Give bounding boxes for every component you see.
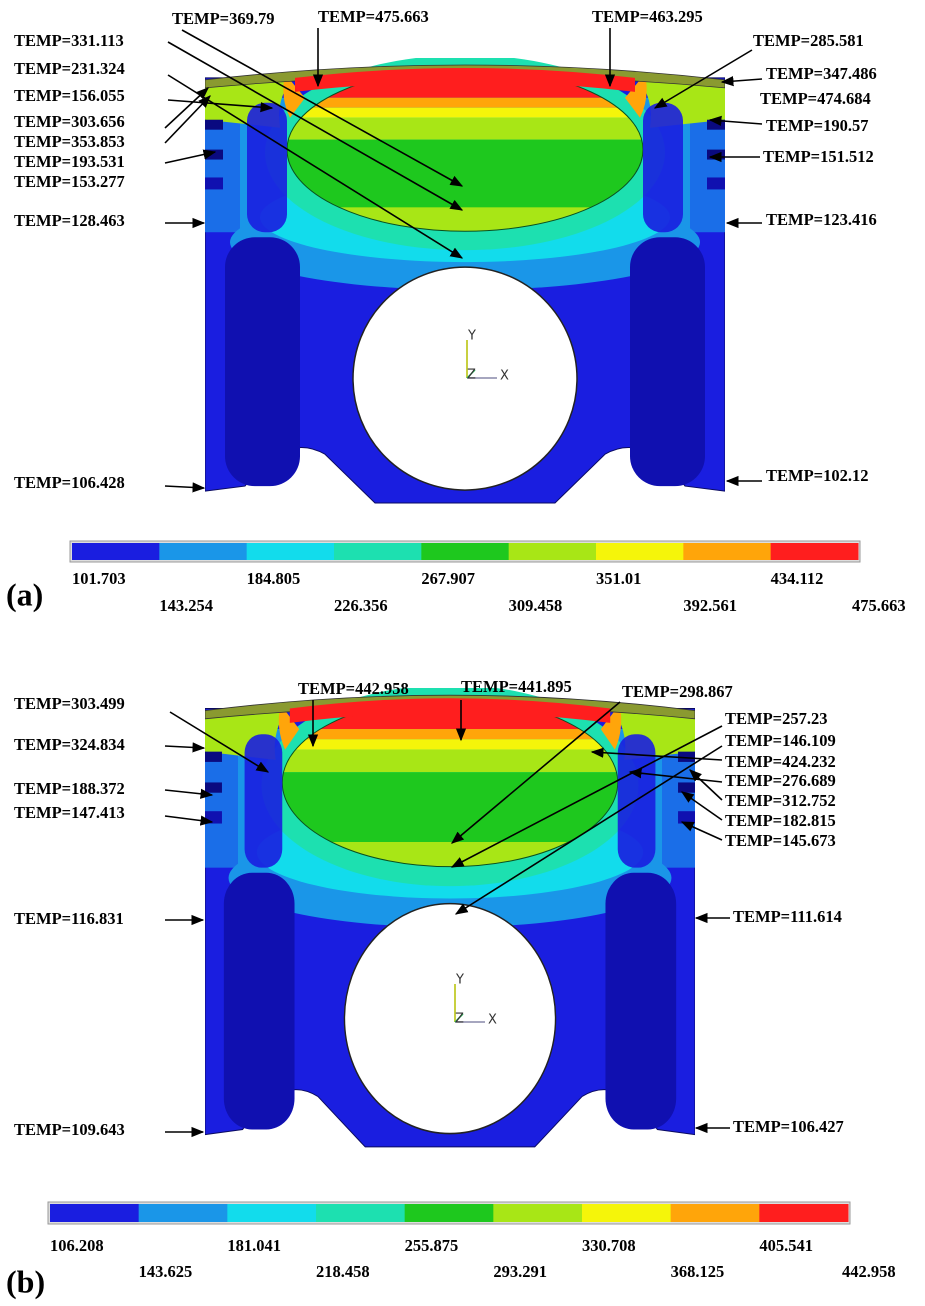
colorbar-swatch bbox=[227, 1204, 316, 1222]
annotation-label: TEMP=182.815 bbox=[725, 811, 836, 830]
annotation-label: TEMP=109.643 bbox=[14, 1120, 125, 1139]
colorbar-swatch bbox=[334, 543, 422, 560]
colorbar-swatch bbox=[159, 543, 247, 560]
annotation-label: TEMP=193.531 bbox=[14, 152, 125, 171]
colorbar-swatch bbox=[493, 1204, 582, 1222]
colorbar-tick-label: 181.041 bbox=[227, 1236, 281, 1255]
annotation-label: TEMP=188.372 bbox=[14, 779, 125, 798]
colorbar-swatch bbox=[596, 543, 684, 560]
annotation-label: TEMP=231.324 bbox=[14, 59, 125, 78]
colorbar-swatch bbox=[247, 543, 335, 560]
colorbar-tick-label: 405.541 bbox=[759, 1236, 813, 1255]
panel: Y Z X TEMP=442.958 TEMP=441.895 TEMP=298.867 T… bbox=[6, 677, 896, 1300]
annotation-label: TEMP=257.23 bbox=[725, 709, 827, 728]
annotation-label: TEMP=190.57 bbox=[766, 116, 868, 135]
colorbar-tick-label: 226.356 bbox=[334, 596, 388, 615]
annotation-label: TEMP=145.673 bbox=[725, 831, 836, 850]
colorbar-tick-label: 255.875 bbox=[405, 1236, 459, 1255]
annotation-label: TEMP=303.656 bbox=[14, 112, 125, 131]
piston-model bbox=[205, 55, 725, 503]
annotation-label: TEMP=424.232 bbox=[725, 752, 836, 771]
annotation-arrow bbox=[165, 96, 210, 143]
annotation-arrow bbox=[165, 790, 212, 795]
annotation-label: TEMP=156.055 bbox=[14, 86, 125, 105]
colorbar-tick-label: 293.291 bbox=[493, 1262, 547, 1281]
annotation-label: TEMP=116.831 bbox=[14, 909, 124, 928]
colorbar-swatch bbox=[405, 1204, 494, 1222]
annotation-label: TEMP=128.463 bbox=[14, 211, 125, 230]
panel-label: (b) bbox=[6, 1263, 45, 1299]
colorbar-swatch bbox=[50, 1204, 139, 1222]
colorbar-tick-label: 309.458 bbox=[509, 596, 563, 615]
annotation-label: TEMP=312.752 bbox=[725, 791, 836, 810]
annotation-label: TEMP=298.867 bbox=[622, 682, 733, 701]
panel-label: (a) bbox=[6, 576, 43, 612]
annotation-label: TEMP=353.853 bbox=[14, 132, 125, 151]
colorbar-tick-label: 392.561 bbox=[683, 596, 737, 615]
annotation-label: TEMP=151.512 bbox=[763, 147, 874, 166]
colorbar-tick-label: 442.958 bbox=[842, 1262, 896, 1281]
annotation-label: TEMP=285.581 bbox=[753, 31, 864, 50]
colorbar-swatch bbox=[139, 1204, 228, 1222]
annotation-label: TEMP=369.79 bbox=[172, 9, 274, 28]
annotation-arrow bbox=[722, 79, 762, 82]
colorbar-swatch bbox=[683, 543, 771, 560]
annotation-label: TEMP=146.109 bbox=[725, 731, 836, 750]
annotation-label: TEMP=153.277 bbox=[14, 172, 125, 191]
annotation-arrow bbox=[165, 746, 204, 748]
annotation-arrow bbox=[165, 88, 208, 128]
colorbar-tick-label: 434.112 bbox=[771, 569, 824, 588]
colorbar-tick-label: 184.805 bbox=[247, 569, 301, 588]
annotation-arrow bbox=[165, 486, 204, 488]
colorbar-tick-label: 475.663 bbox=[852, 596, 906, 615]
annotation-label: TEMP=442.958 bbox=[298, 679, 409, 698]
annotation-label: TEMP=331.113 bbox=[14, 31, 124, 50]
colorbar-swatch bbox=[316, 1204, 405, 1222]
annotation-arrow bbox=[165, 816, 212, 822]
annotation-label: TEMP=102.12 bbox=[766, 466, 868, 485]
triad-label: X bbox=[500, 369, 509, 384]
triad-label: Y bbox=[467, 329, 476, 344]
annotation-label: TEMP=123.416 bbox=[766, 210, 877, 229]
colorbar-swatch bbox=[72, 543, 160, 560]
colorbar-tick-label: 101.703 bbox=[72, 569, 126, 588]
annotation-label: TEMP=106.428 bbox=[14, 473, 125, 492]
annotation-label: TEMP=324.834 bbox=[14, 735, 125, 754]
triad-label: Y bbox=[455, 973, 464, 988]
colorbar-tick-label: 218.458 bbox=[316, 1262, 370, 1281]
annotation-label: TEMP=106.427 bbox=[733, 1117, 844, 1136]
colorbar-tick-label: 143.254 bbox=[159, 596, 213, 615]
colorbar-tick-label: 351.01 bbox=[596, 569, 641, 588]
triad-label: Z bbox=[455, 1012, 464, 1027]
colorbar-tick-label: 368.125 bbox=[671, 1262, 725, 1281]
colorbar-tick-label: 106.208 bbox=[50, 1236, 104, 1255]
colorbar-swatch bbox=[509, 543, 597, 560]
page: {"panels": [ {"label": "(a)", "annotatio… bbox=[0, 0, 925, 1306]
annotation-label: TEMP=276.689 bbox=[725, 771, 836, 790]
colorbar-tick-label: 330.708 bbox=[582, 1236, 636, 1255]
colorbar-swatch bbox=[582, 1204, 671, 1222]
annotation-label: TEMP=347.486 bbox=[766, 64, 877, 83]
triad-label: Z bbox=[467, 368, 476, 383]
figure: Y Z X TEMP=369.79 TEMP=475.663 TEMP=463.295 TE… bbox=[0, 0, 925, 1306]
annotation-label: TEMP=475.663 bbox=[318, 7, 429, 26]
colorbar-swatch bbox=[759, 1204, 848, 1222]
annotation-label: TEMP=474.684 bbox=[760, 89, 871, 108]
annotation-label: TEMP=463.295 bbox=[592, 7, 703, 26]
annotation-label: TEMP=441.895 bbox=[461, 677, 572, 696]
colorbar-swatch bbox=[421, 543, 509, 560]
colorbar-swatch bbox=[671, 1204, 760, 1222]
annotation-label: TEMP=147.413 bbox=[14, 803, 125, 822]
annotation-label: TEMP=111.614 bbox=[733, 907, 842, 926]
colorbar-swatch bbox=[771, 543, 859, 560]
colorbar-tick-label: 267.907 bbox=[421, 569, 475, 588]
panel: Y Z X TEMP=369.79 TEMP=475.663 TEMP=463.295 TE… bbox=[6, 7, 906, 615]
annotation-label: TEMP=303.499 bbox=[14, 694, 125, 713]
colorbar-tick-label: 143.625 bbox=[139, 1262, 193, 1281]
triad-label: X bbox=[488, 1013, 497, 1028]
